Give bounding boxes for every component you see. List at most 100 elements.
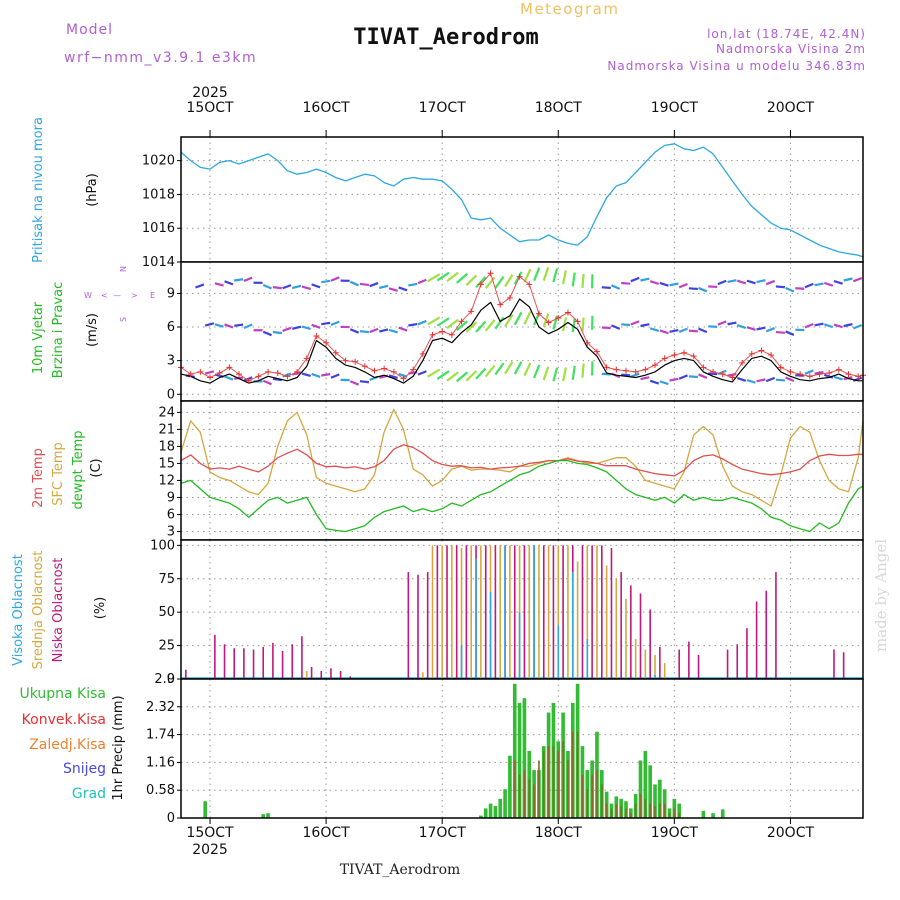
convective-rain-bar <box>654 806 656 818</box>
pressure-line <box>180 143 864 258</box>
wind-vector <box>533 364 541 379</box>
wind-gust-marker <box>719 371 726 378</box>
wind-vector <box>640 376 650 381</box>
convective-rain-bar <box>542 750 545 818</box>
wind-vector <box>775 378 785 382</box>
convective-rain-bar <box>600 784 603 818</box>
wind-gust-marker <box>468 308 475 315</box>
wind-vector <box>311 372 321 378</box>
precip-ytick-label: 2.9 <box>154 672 175 687</box>
wind-vector <box>736 324 747 329</box>
convective-rain-bar <box>562 741 564 818</box>
total-rain-bar <box>711 813 715 818</box>
wind-gust-marker <box>671 352 678 359</box>
wind-vector <box>388 328 398 334</box>
convective-rain-bar <box>547 746 550 818</box>
wind-compass: W < — > E S N <box>84 266 155 322</box>
panels: 1014 1016 1018 1020 0 3 6 9 3 6 9 12 15 18 21 24 0 25 50 75… <box>142 136 866 826</box>
wind-vector <box>330 276 340 282</box>
temperature-ytick-label: 9 <box>167 490 175 505</box>
pressure-background <box>181 137 863 262</box>
temperature-ytick-label: 15 <box>158 456 175 471</box>
wind-vector <box>504 313 514 328</box>
wind-vector <box>659 329 669 335</box>
total-rain-bar <box>643 750 648 818</box>
convective-rain-bar <box>620 806 622 818</box>
wind-vector <box>621 373 631 377</box>
wind-gust-marker <box>352 358 359 365</box>
compass-north: N <box>119 266 128 272</box>
top-day-label: 16OCT <box>303 100 351 116</box>
total-rain-bar <box>658 779 662 818</box>
compass-south: S <box>119 317 128 322</box>
wind-vector <box>581 363 585 378</box>
wind-vector <box>640 323 650 328</box>
dewpt-ylabel: dewpt Temp <box>71 430 86 509</box>
convective-rain-bar <box>567 760 569 818</box>
convective-rain-bar <box>649 803 651 818</box>
wind-vector <box>330 373 340 379</box>
wind-gust-marker <box>284 373 291 380</box>
wind-vector <box>727 279 737 284</box>
bottom-day-label: 19OCT <box>651 825 699 841</box>
wind-vector <box>562 367 567 382</box>
model-label: Model <box>66 22 113 38</box>
convective-rain-bar <box>581 774 584 818</box>
pressure-unit: (hPa) <box>85 173 100 207</box>
legend-freezing-rain: Zaledj.Kisa <box>29 737 106 753</box>
wind-gust-marker <box>855 373 862 380</box>
wind-gust-marker <box>245 377 252 384</box>
wind-vector <box>523 362 532 377</box>
total-rain-bar <box>638 760 643 818</box>
wind-vector <box>814 282 824 287</box>
wind-gust-marker <box>477 281 484 288</box>
cloud-high-ylabel: Visoka Oblacnost <box>11 554 26 666</box>
wind-vector <box>436 317 450 327</box>
wind-vector <box>746 326 756 331</box>
clouds-ytick-label: 75 <box>158 572 175 587</box>
convective-rain-bar <box>576 731 579 818</box>
total-rain-bar <box>648 765 652 818</box>
wind-vector <box>494 275 505 289</box>
wind-gust-marker <box>294 368 301 375</box>
convective-rain-bar <box>678 813 681 818</box>
wind-vector <box>291 284 302 290</box>
compass-right: > <box>131 291 138 300</box>
total-rain-bar <box>261 814 266 818</box>
wind-vector <box>417 278 427 285</box>
wind-vector <box>195 283 205 289</box>
wind-gust-marker <box>535 310 542 317</box>
total-rain-bar <box>493 806 498 818</box>
wind-gust-marker <box>381 365 388 372</box>
wind-vector <box>640 277 650 282</box>
wind-vector <box>552 367 559 382</box>
convective-rain-bar <box>625 808 627 818</box>
wind-vector <box>852 324 863 330</box>
wind-vector <box>630 372 640 378</box>
precip-ylabel-name: 1hr Precip <box>111 735 126 801</box>
convective-rain-bar <box>591 774 593 818</box>
wind-vector <box>475 367 487 380</box>
temp2m-line <box>180 444 863 477</box>
wind-gust-marker <box>835 366 842 373</box>
convective-rain-bar <box>533 784 535 818</box>
convective-rain-bar <box>557 750 560 818</box>
wind-vector <box>262 379 272 386</box>
wind-vector <box>204 370 215 375</box>
wind-gust-marker <box>690 353 697 360</box>
pressure-ytick-label: 1016 <box>142 221 175 236</box>
total-rain-bar <box>508 755 512 818</box>
convective-rain-bar <box>644 798 647 818</box>
dewpt-line <box>180 459 864 533</box>
wind-vector <box>669 377 679 382</box>
wind-vector <box>659 281 669 287</box>
wind-vector <box>562 270 567 285</box>
wind-gust-marker <box>342 357 349 364</box>
wind-gust-marker <box>710 368 717 375</box>
wind-vector <box>823 281 834 287</box>
wind-gust-marker <box>584 339 591 346</box>
wind-vector <box>756 279 766 284</box>
wind-ytick-label: 0 <box>167 387 175 402</box>
clouds-ytick-label: 25 <box>158 639 175 654</box>
wind-vector <box>379 328 389 333</box>
